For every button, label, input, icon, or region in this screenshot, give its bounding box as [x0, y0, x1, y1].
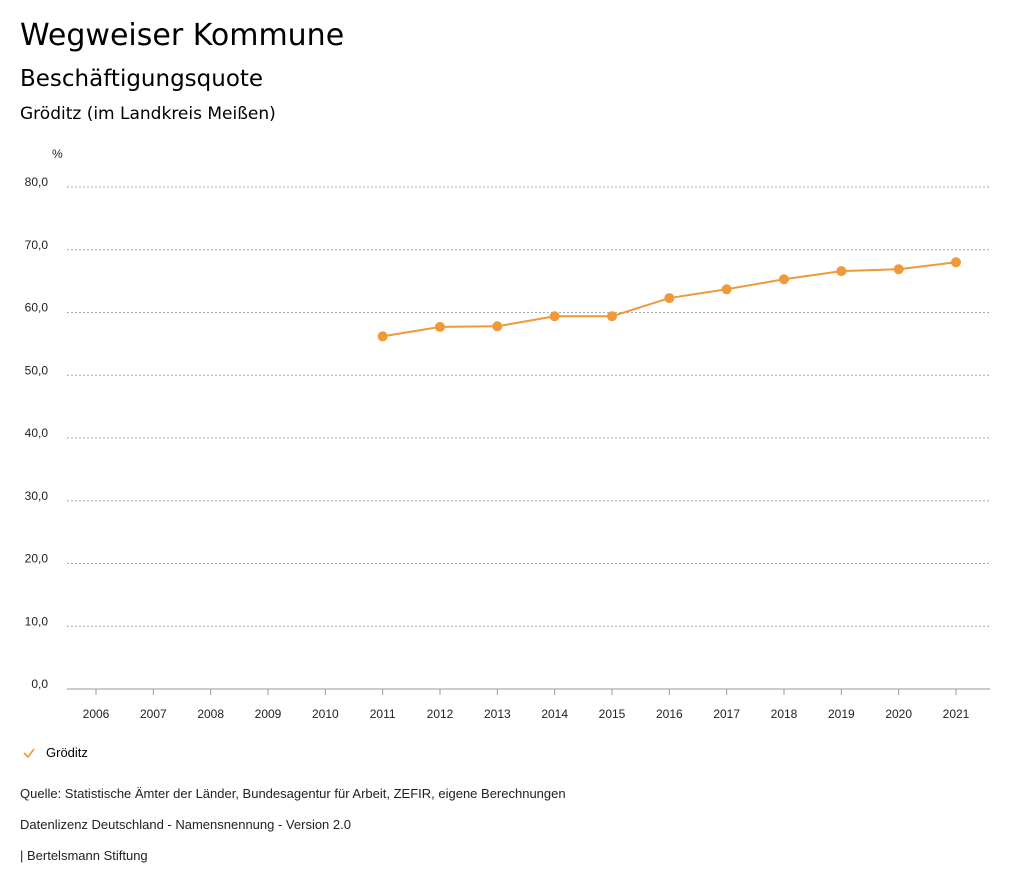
x-tick-label: 2007: [140, 707, 167, 721]
y-tick-label: 0,0: [31, 677, 48, 691]
x-tick-label: 2009: [255, 707, 282, 721]
y-axis-label: %: [52, 147, 63, 161]
x-tick-label: 2017: [713, 707, 740, 721]
region-title: Gröditz (im Landkreis Meißen): [20, 104, 276, 124]
data-point[interactable]: [377, 331, 388, 342]
x-tick-label: 2013: [484, 707, 511, 721]
x-tick-label: 2012: [427, 707, 454, 721]
x-tick-label: 2021: [943, 707, 970, 721]
y-tick-label: 70,0: [25, 238, 49, 252]
data-point[interactable]: [951, 257, 961, 268]
x-tick-label: 2018: [771, 707, 798, 721]
y-tick-label: 80,0: [25, 175, 49, 189]
data-point[interactable]: [721, 284, 732, 295]
credit-text: | Bertelsmann Stiftung: [20, 848, 148, 863]
data-point[interactable]: [492, 321, 503, 332]
license-text: Datenlizenz Deutschland - Namensnennung …: [20, 817, 351, 832]
data-point[interactable]: [779, 274, 789, 285]
y-tick-label: 30,0: [25, 489, 49, 503]
x-tick-label: 2015: [599, 707, 626, 721]
x-tick-label: 2016: [656, 707, 683, 721]
data-point[interactable]: [549, 311, 560, 322]
x-tick-label: 2010: [312, 707, 339, 721]
y-tick-label: 50,0: [25, 363, 49, 377]
x-tick-label: 2011: [370, 707, 396, 721]
legend-item[interactable]: Gröditz: [22, 745, 88, 760]
x-tick-label: 2020: [885, 707, 912, 721]
x-tick-label: 2006: [83, 707, 110, 721]
data-point[interactable]: [607, 311, 617, 322]
x-tick-label: 2019: [828, 707, 855, 721]
source-text: Quelle: Statistische Ämter der Länder, B…: [20, 786, 566, 801]
data-point[interactable]: [664, 293, 675, 304]
legend-label: Gröditz: [46, 745, 88, 760]
y-tick-label: 20,0: [25, 552, 49, 566]
y-tick-label: 10,0: [25, 614, 49, 628]
y-tick-label: 40,0: [25, 426, 49, 440]
x-tick-label: 2014: [541, 707, 568, 721]
data-point[interactable]: [893, 264, 904, 275]
data-point[interactable]: [836, 266, 847, 277]
chart-title: Beschäftigungsquote: [20, 66, 264, 92]
x-tick-label: 2008: [197, 707, 224, 721]
y-tick-label: 60,0: [25, 301, 49, 315]
app-title: Wegweiser Kommune: [20, 18, 345, 53]
check-icon: [23, 748, 35, 758]
data-point[interactable]: [435, 321, 445, 332]
line-chart: % 0,0 10,0 20,0 30,0 40,0 50,0 60,0 70,0 80,0 20…: [25, 147, 990, 721]
